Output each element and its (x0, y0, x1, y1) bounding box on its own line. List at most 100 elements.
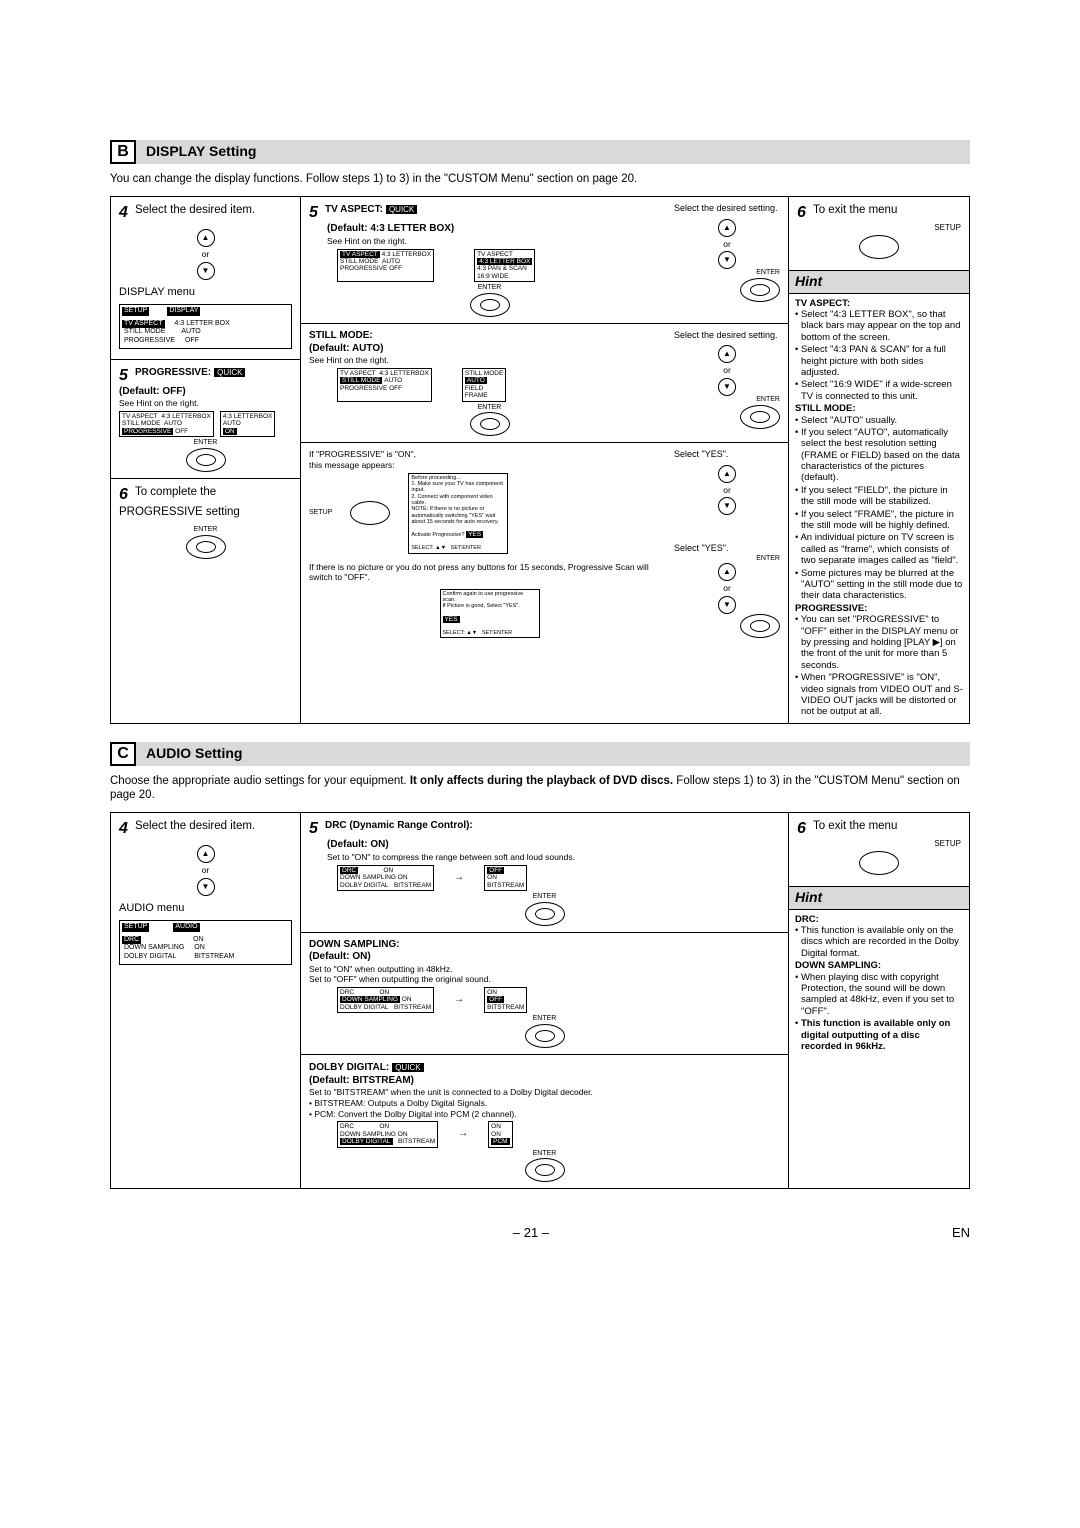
setup-exit-icon (859, 235, 899, 259)
dd-opts: ONONPCM (488, 1121, 512, 1147)
up-icon-3: ▲ (718, 465, 736, 483)
dd-desc1: Set to "BITSTREAM" when the unit is conn… (309, 1087, 780, 1098)
drc-default: (Default: ON) (327, 839, 780, 852)
select-desired-tv: Select the desired setting. (674, 203, 780, 214)
hint-tv-2: Select "4:3 PAN & SCAN" for a full heigh… (795, 344, 963, 378)
section-c-title: AUDIO Setting (146, 745, 242, 763)
still-head: STILL MODE: (309, 330, 670, 343)
down-button-icon: ▼ (197, 262, 215, 280)
enter-label-still: ENTER (309, 404, 670, 413)
c-intro-2: It only affects during the playback of D… (410, 775, 673, 787)
up-icon-4: ▲ (718, 563, 736, 581)
c-up-icon: ▲ (197, 845, 215, 863)
nopic-text: If there is no picture or you do not pre… (309, 562, 670, 583)
still-menu-left: TV ASPECT 4:3 LETTERBOXSTILL MODE AUTOPR… (337, 368, 432, 402)
c-setup-lbl: SETUP (797, 839, 961, 849)
arrow-icon: → (454, 872, 464, 885)
still-default: (Default: AUTO) (309, 343, 670, 356)
audio-col2: 5 DRC (Dynamic Range Control): (Default:… (301, 813, 789, 1188)
prog-message-box: Before proceeding...1. Make sure your TV… (408, 473, 508, 554)
hint-tv-head: TV ASPECT: (795, 298, 850, 309)
tv-aspect-default: (Default: 4:3 LETTER BOX) (327, 223, 670, 236)
enter-label-r: ENTER (674, 269, 780, 278)
ds-head: DOWN SAMPLING: (309, 939, 780, 952)
hint-body-b: TV ASPECT: Select "4:3 LETTER BOX", so t… (789, 294, 969, 723)
ds-opts: ONOFFBITSTREAM (484, 987, 527, 1013)
c-intro-1: Choose the appropriate audio settings fo… (110, 775, 410, 787)
quick-badge-3: QUICK (392, 1063, 423, 1072)
or-label: or (202, 249, 210, 260)
hint-head-c: Hint (789, 886, 969, 910)
c-down-icon: ▼ (197, 878, 215, 896)
dd-desc3: • PCM: Convert the Dolby Digital into PC… (309, 1109, 780, 1120)
enter-label-r2: ENTER (674, 396, 780, 405)
quick-badge: QUICK (214, 368, 245, 377)
hint-still-2: If you select "AUTO", automatically sele… (795, 427, 963, 484)
see-hint-prog: See Hint on the right. (119, 398, 292, 409)
enter-button-still (470, 412, 510, 436)
display-menu-box: SETUPDISPLAY TV ASPECT4:3 LETTER BOX STI… (119, 304, 292, 349)
down-icon: ▼ (718, 251, 736, 269)
enter-label-tv: ENTER (309, 284, 670, 293)
hint-body-c: DRC: This function is available only on … (789, 910, 969, 1058)
c-enter-3: ENTER (309, 1150, 780, 1159)
select-yes-1: Select "YES". (674, 449, 780, 460)
drc-opts: OFFONBITSTREAM (484, 865, 527, 891)
hint-prog-1: You can set "PROGRESSIVE" to "OFF" eithe… (795, 614, 963, 671)
hint-prog-head: PROGRESSIVE: (795, 603, 867, 614)
hint-tv-1: Select "4:3 LETTER BOX", so that black b… (795, 309, 963, 343)
prog-msg1: If "PROGRESSIVE" is "ON", (309, 449, 670, 460)
up-icon: ▲ (718, 219, 736, 237)
hint-still-5: An individual picture on TV screen is ca… (795, 532, 963, 566)
ds-desc1: Set to "ON" when outputting in 48kHz. (309, 964, 780, 975)
hint-drc-1: This function is available only on the d… (795, 925, 963, 959)
enter-button-icon (186, 448, 226, 472)
see-hint-still: See Hint on the right. (309, 355, 670, 366)
section-b-intro: You can change the display functions. Fo… (110, 172, 970, 186)
drc-menu: DRC ONDOWN SAMPLING ONDOLBY DIGITAL BITS… (337, 865, 434, 891)
c-enter-btn-2 (525, 1024, 565, 1048)
step-4-num: 4 (119, 203, 128, 223)
audio-region: 4 Select the desired item. ▲ or ▼ AUDIO … (110, 812, 970, 1189)
select-yes-2: Select "YES". (674, 543, 780, 554)
enter-label: ENTER (119, 439, 292, 448)
hint-still-1: Select "AUTO" usually. (795, 415, 963, 426)
arrow-icon-3: → (458, 1128, 468, 1141)
hint-still-4: If you select "FRAME", the picture in th… (795, 509, 963, 532)
section-c-intro: Choose the appropriate audio settings fo… (110, 774, 970, 803)
hint-ds-2: This function is available only on digit… (795, 1018, 963, 1052)
step-6-exit-num: 6 (797, 203, 806, 223)
hint-still-3: If you select "FIELD", the picture in th… (795, 485, 963, 508)
hint-drc-head: DRC: (795, 914, 819, 925)
dd-menu: DRC ONDOWN SAMPLING ONDOLBY DIGITAL BITS… (337, 1121, 438, 1147)
tv-aspect-head: TV ASPECT: (325, 204, 383, 215)
quick-badge-2: QUICK (386, 205, 417, 214)
c-step-6-num: 6 (797, 819, 806, 839)
setup-button-icon (350, 501, 390, 525)
section-c-header: C AUDIO Setting (110, 742, 970, 766)
enter-r (740, 278, 780, 302)
section-b-letter: B (110, 140, 136, 164)
enter-label-2: ENTER (119, 526, 292, 535)
step-4-text: Select the desired item. (135, 204, 255, 216)
hint-ds-1: When playing disc with copyright Protect… (795, 972, 963, 1018)
enter-r2 (740, 405, 780, 429)
c-enter-btn-1 (525, 902, 565, 926)
dd-default: (Default: BITSTREAM) (309, 1075, 780, 1088)
enter-button-tv (470, 293, 510, 317)
prog-menu-right: 4:3 LETTERBOXAUTOON (220, 411, 276, 437)
up-button-icon: ▲ (197, 229, 215, 247)
hint-still-head: STILL MODE: (795, 403, 856, 414)
c-step-4-num: 4 (119, 819, 128, 839)
or-3: or (723, 365, 731, 376)
progressive-head: PROGRESSIVE: (135, 367, 211, 378)
step-6-exit-text: To exit the menu (813, 204, 897, 216)
ds-default: (Default: ON) (309, 951, 780, 964)
setup-lbl: SETUP (797, 223, 961, 233)
hint-head-b: Hint (789, 270, 969, 294)
step-6-num-left: 6 (119, 485, 128, 505)
drc-desc: Set to "ON" to compress the range betwee… (327, 852, 780, 863)
page-lang: EN (952, 1225, 970, 1241)
hint-prog-2: When "PROGRESSIVE" is "ON", video signal… (795, 672, 963, 718)
ds-desc2: Set to "OFF" when outputting the origina… (309, 974, 780, 985)
